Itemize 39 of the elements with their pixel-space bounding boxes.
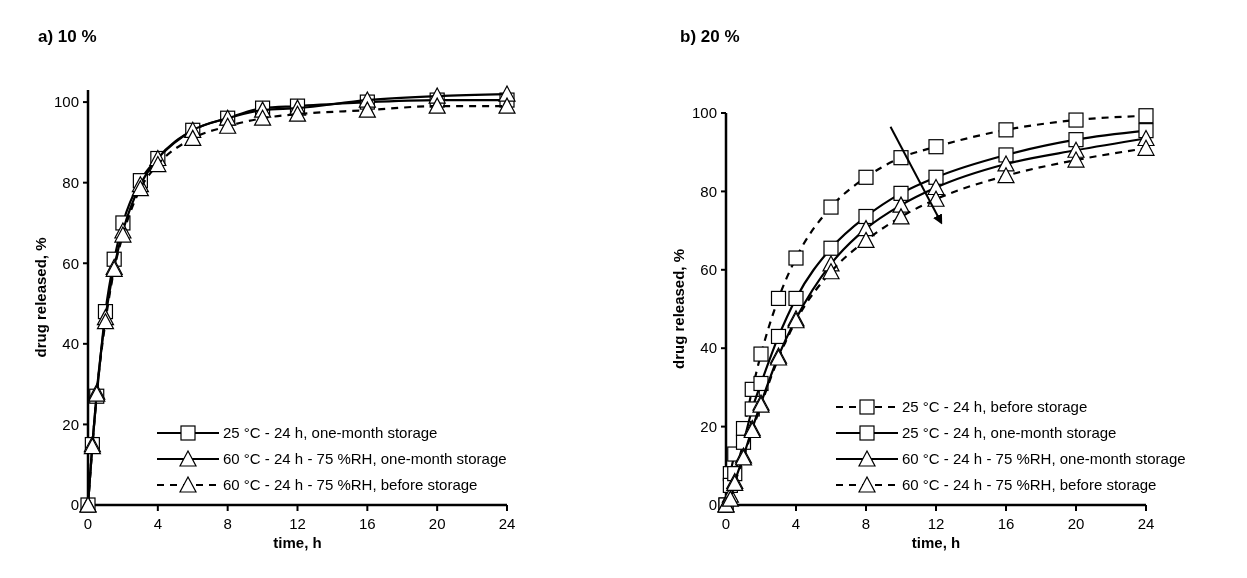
x-tick-label: 20 (428, 515, 446, 532)
y-tick-label: 80 (62, 173, 79, 191)
x-tick-label: 0 (83, 515, 93, 532)
y-axis-title: drug released, % (32, 237, 49, 358)
y-tick-label: 60 (700, 261, 717, 279)
x-tick-label: 8 (223, 515, 232, 532)
y-tick-label: 100 (691, 104, 717, 122)
legend-label: 25 °C - 24 h, before storage (902, 398, 1088, 416)
x-tick-label: 8 (861, 515, 871, 532)
x-axis-title: time, h (911, 534, 961, 551)
legend-label: 60 °C - 24 h - 75 %RH, before storage (902, 476, 1157, 494)
x-tick-label: 16 (358, 515, 376, 532)
y-tick-label: 80 (700, 182, 717, 200)
x-tick-label: 24 (498, 515, 516, 532)
x-tick-label: 16 (997, 515, 1015, 532)
y-tick-label: 40 (700, 339, 717, 357)
legend-label: 60 °C - 24 h - 75 %RH, one-month storage (902, 450, 1186, 468)
x-tick-label: 12 (289, 515, 306, 532)
legend-label: 60 °C - 24 h - 75 %RH, one-month storage (223, 450, 507, 468)
y-tick-label: 100 (53, 93, 79, 111)
legend-label: 60 °C - 24 h - 75 %RH, before storage (223, 476, 478, 494)
y-axis-title: drug released, % (670, 248, 687, 370)
y-tick-label: 20 (62, 415, 79, 433)
chart-title: a) 10 % (38, 27, 97, 46)
x-tick-label: 4 (791, 515, 801, 532)
x-tick-label: 24 (1137, 515, 1155, 532)
x-tick-label: 0 (721, 515, 731, 532)
x-tick-label: 12 (927, 515, 945, 532)
legend-label: 25 °C - 24 h, one-month storage (902, 424, 1117, 442)
y-tick-label: 0 (708, 496, 717, 514)
x-axis-title: time, h (273, 534, 322, 551)
chart-title: b) 20 % (680, 27, 740, 46)
y-tick-label: 60 (62, 254, 79, 272)
y-tick-label: 20 (700, 417, 717, 435)
x-tick-label: 20 (1067, 515, 1085, 532)
y-tick-label: 40 (62, 335, 79, 353)
y-tick-label: 0 (70, 496, 79, 514)
legend-label: 25 °C - 24 h, one-month storage (223, 424, 438, 442)
x-tick-label: 4 (153, 515, 163, 532)
